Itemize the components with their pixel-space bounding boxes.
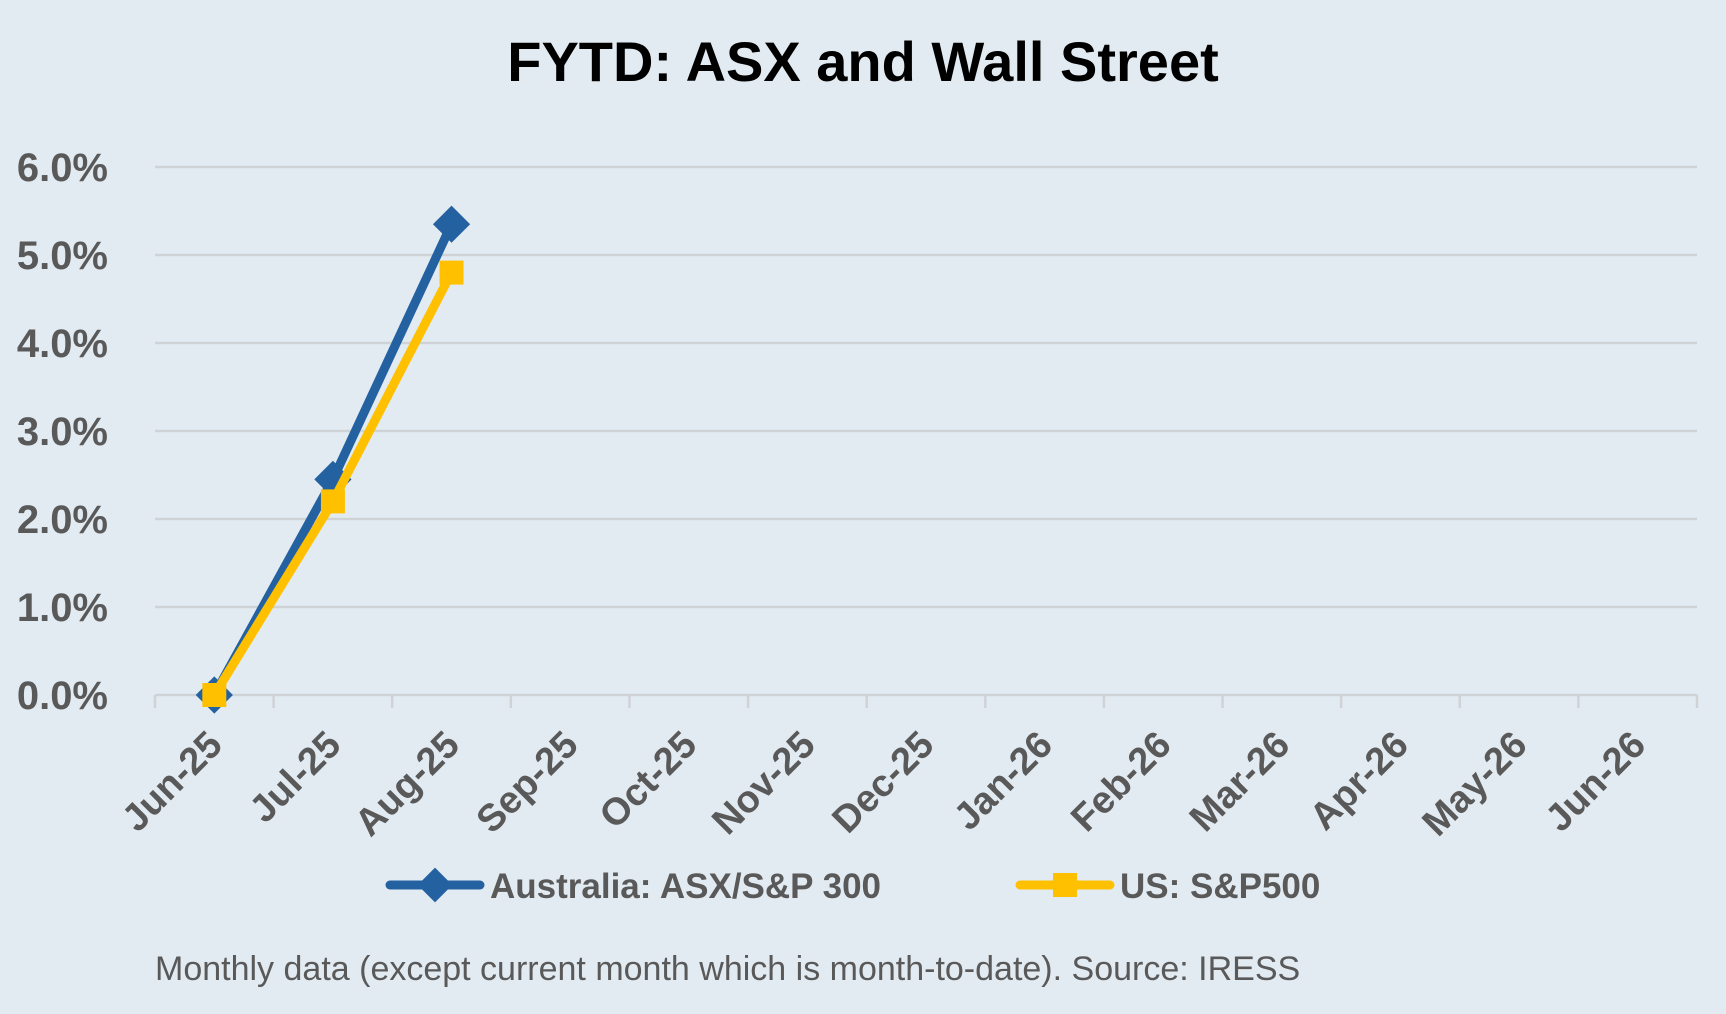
y-tick-label: 6.0%: [17, 146, 108, 190]
data-point: [320, 489, 345, 514]
data-point: [439, 260, 464, 285]
data-point: [202, 683, 227, 707]
data-point: [432, 205, 471, 243]
legend-item: US: S&P500: [1015, 867, 1320, 906]
series-2: [202, 260, 464, 707]
chart-title: FYTD: ASX and Wall Street: [507, 30, 1218, 93]
x-tick-label: Oct-25: [592, 724, 705, 837]
series-line: [209, 219, 457, 700]
x-tick-label: Jul-25: [242, 724, 349, 831]
legend-marker: [1053, 873, 1077, 897]
data-point: [314, 460, 352, 498]
legend-label: US: S&P500: [1120, 867, 1320, 906]
x-tick-label: Jan-26: [946, 724, 1061, 839]
y-axis-ticks: 0.0% 1.0% 2.0% 3.0% 4.0% 5.0% 6.0%: [17, 146, 108, 718]
x-tick-label: Dec-25: [825, 724, 943, 842]
x-tick-label: Aug-25: [347, 724, 468, 845]
x-tick-label: Sep-25: [469, 724, 587, 842]
legend-marker: [417, 867, 453, 903]
footnote: Monthly data (except current month which…: [155, 950, 1300, 988]
x-tick-label: Mar-26: [1182, 724, 1298, 840]
x-tick-label: Apr-26: [1302, 724, 1417, 839]
x-tick-label: Nov-25: [704, 724, 823, 843]
y-tick-label: 4.0%: [17, 322, 108, 366]
y-tick-label: 5.0%: [17, 234, 108, 278]
legend-label: Australia: ASX/S&P 300: [490, 867, 881, 906]
y-tick-label: 0.0%: [17, 674, 108, 718]
x-tick-label: Jun-25: [114, 724, 230, 840]
legend: Australia: ASX/S&P 300 US: S&P500: [385, 867, 1320, 906]
legend-item: Australia: ASX/S&P 300: [385, 867, 881, 906]
gridlines: [155, 165, 1697, 697]
x-tick-label: Jun-26: [1538, 724, 1654, 840]
y-tick-label: 1.0%: [17, 586, 108, 630]
series-layer: [195, 205, 471, 714]
y-tick-label: 2.0%: [17, 498, 108, 542]
series-1: [195, 205, 471, 714]
x-tick-label: May-26: [1415, 724, 1536, 845]
x-tick-label: Feb-26: [1063, 724, 1179, 840]
y-tick-label: 3.0%: [17, 410, 108, 454]
